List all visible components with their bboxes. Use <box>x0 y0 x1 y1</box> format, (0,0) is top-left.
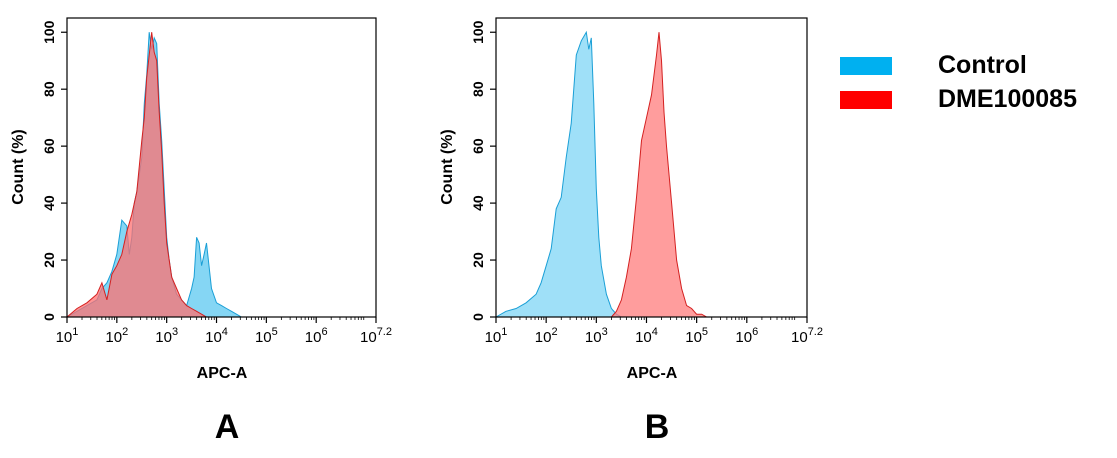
y-tick-label-a-80: 80 <box>41 81 57 97</box>
legend-label-control: Control <box>938 51 1027 79</box>
series-area-b-control <box>494 30 627 318</box>
series-area-a-dme100085 <box>65 32 217 318</box>
plot-frame-a <box>66 17 377 318</box>
x-tick-label-b-6: 106 <box>735 326 758 346</box>
x-axis-label-b: APC-A <box>627 365 678 382</box>
legend-swatch-control <box>840 57 892 75</box>
x-tick-label-a-3: 103 <box>155 326 178 346</box>
y-tick-label-b-60: 60 <box>470 138 486 154</box>
histogram-panel-b: 0 20 40 60 80 100 101 102 103 104 105 106 107.2 APC-… <box>439 17 823 446</box>
x-tick-label-b-1: 101 <box>485 326 508 346</box>
y-tick-label-b-20: 20 <box>470 252 486 268</box>
panel-label-a: A <box>215 408 240 446</box>
plot-frame-b <box>495 17 808 318</box>
x-tick-label-a-2: 102 <box>105 326 128 346</box>
x-axis-label-a: APC-A <box>197 365 248 382</box>
series-layer-b <box>494 30 727 318</box>
x-tick-label-b-3: 103 <box>585 326 608 346</box>
x-tick-label-a-7.2: 107.2 <box>360 326 392 346</box>
y-axis-label-a: Count (%) <box>10 129 27 205</box>
legend-label-dme100085: DME100085 <box>938 85 1077 113</box>
x-tick-label-a-5: 105 <box>255 326 278 346</box>
x-tick-label-b-2: 102 <box>535 326 558 346</box>
legend-swatch-dme100085 <box>840 91 892 109</box>
ticks-layer-b: 0 20 40 60 80 100 101 102 103 104 105 106 107.2 <box>470 20 823 346</box>
x-tick-label-a-1: 101 <box>56 326 79 346</box>
series-area-b-dme100085 <box>610 32 727 318</box>
x-tick-label-a-4: 104 <box>205 326 228 346</box>
x-tick-label-b-7.2: 107.2 <box>791 326 823 346</box>
y-tick-label-a-20: 20 <box>41 252 57 268</box>
histogram-panel-a: 0 20 40 60 80 100 101 102 103 104 105 106 107.2 APC-… <box>10 17 392 446</box>
ticks-layer-a: 0 20 40 60 80 100 101 102 103 104 105 106 107.2 <box>41 20 392 346</box>
y-tick-label-b-100: 100 <box>470 20 486 44</box>
x-tick-label-a-6: 106 <box>305 326 328 346</box>
y-tick-label-a-100: 100 <box>41 20 57 44</box>
y-tick-label-b-0: 0 <box>470 313 486 321</box>
y-tick-label-a-0: 0 <box>41 313 57 321</box>
series-layer-a <box>65 32 247 318</box>
y-tick-label-a-40: 40 <box>41 195 57 211</box>
x-tick-label-b-4: 104 <box>635 326 658 346</box>
y-tick-label-b-80: 80 <box>470 81 486 97</box>
y-axis-label-b: Count (%) <box>439 129 456 205</box>
panel-label-b: B <box>645 408 670 446</box>
legend: Control DME100085 <box>840 51 1077 113</box>
y-tick-label-b-40: 40 <box>470 195 486 211</box>
y-tick-label-a-60: 60 <box>41 138 57 154</box>
x-tick-label-b-5: 105 <box>685 326 708 346</box>
